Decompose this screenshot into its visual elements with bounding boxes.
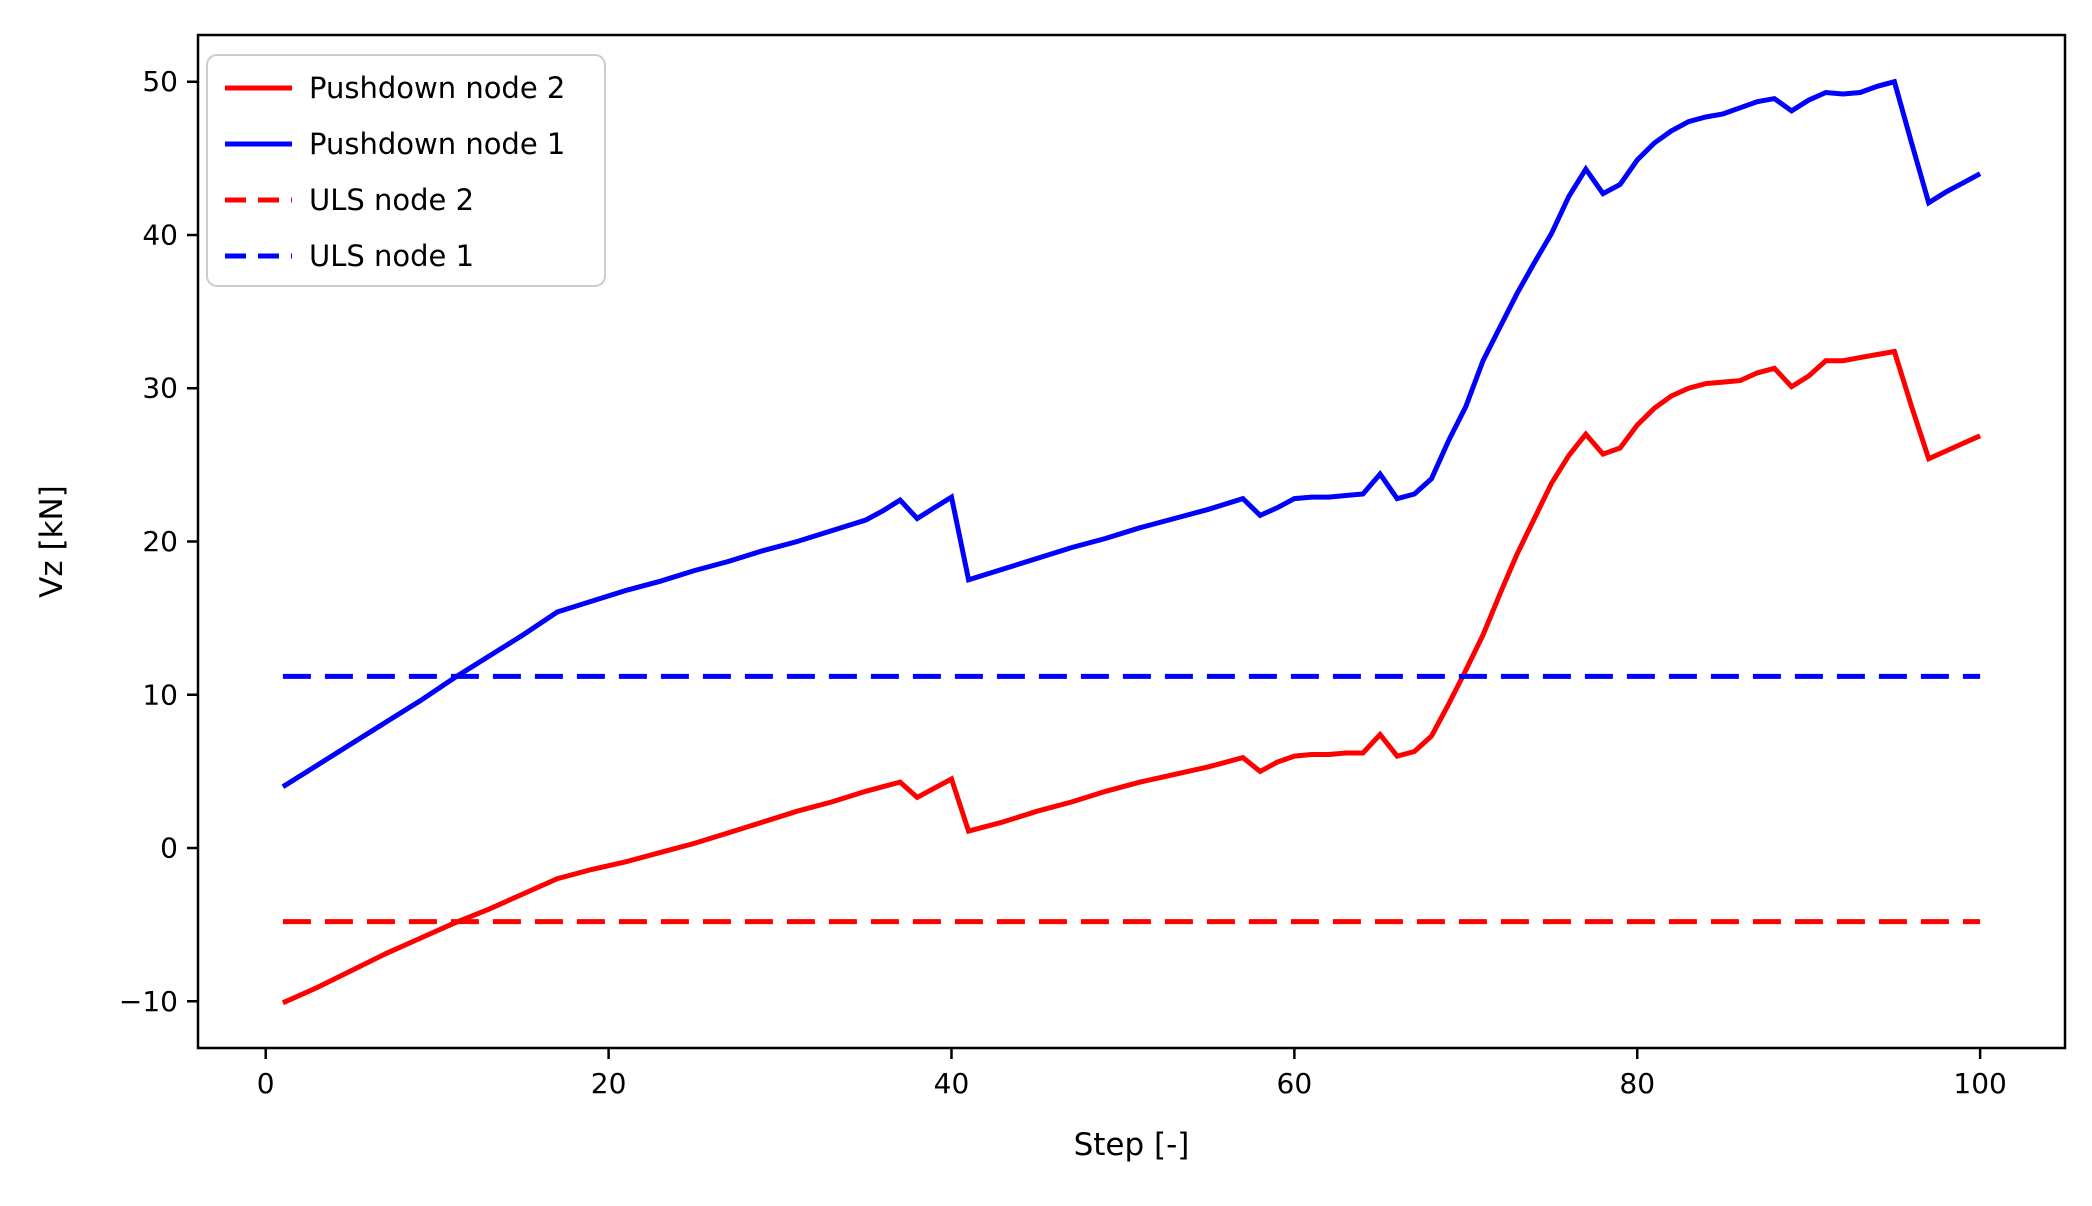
legend-box xyxy=(206,54,606,287)
y-tick-label: −10 xyxy=(119,985,178,1018)
y-tick-label: 50 xyxy=(142,65,178,98)
y-tick-label: 20 xyxy=(142,525,178,558)
legend-label-uls-node-1: ULS node 1 xyxy=(309,239,474,273)
series-pushdown-node-1 xyxy=(281,78,1982,789)
x-tick-label: 0 xyxy=(257,1067,275,1100)
x-tick-label: 40 xyxy=(934,1067,970,1100)
legend-label-pushdown-node-2: Pushdown node 2 xyxy=(309,71,565,105)
legend-item-uls-node-2: ULS node 2 xyxy=(225,183,474,217)
x-tick-label: 80 xyxy=(1619,1067,1655,1100)
legend: Pushdown node 2 Pushdown node 1 ULS node 2… xyxy=(206,54,606,287)
y-tick-label: 0 xyxy=(160,832,178,865)
y-tick-label: 10 xyxy=(142,678,178,711)
x-tick-label: 60 xyxy=(1277,1067,1313,1100)
legend-item-uls-node-1: ULS node 1 xyxy=(225,239,474,273)
legend-item-pushdown-node-1: Pushdown node 1 xyxy=(225,127,565,161)
legend-item-pushdown-node-2: Pushdown node 2 xyxy=(225,71,565,105)
y-tick-label: 30 xyxy=(142,372,178,405)
legend-label-pushdown-node-1: Pushdown node 1 xyxy=(309,127,565,161)
series-pushdown-node-2 xyxy=(281,348,1982,1006)
x-tick-label: 100 xyxy=(1953,1067,2006,1100)
legend-label-uls-node-2: ULS node 2 xyxy=(309,183,474,217)
x-tick-label: 20 xyxy=(591,1067,627,1100)
x-axis-label: Step [-] xyxy=(1074,1127,1190,1163)
y-axis-label: Vz [kN] xyxy=(34,485,70,598)
y-tick-label: 40 xyxy=(142,218,178,251)
